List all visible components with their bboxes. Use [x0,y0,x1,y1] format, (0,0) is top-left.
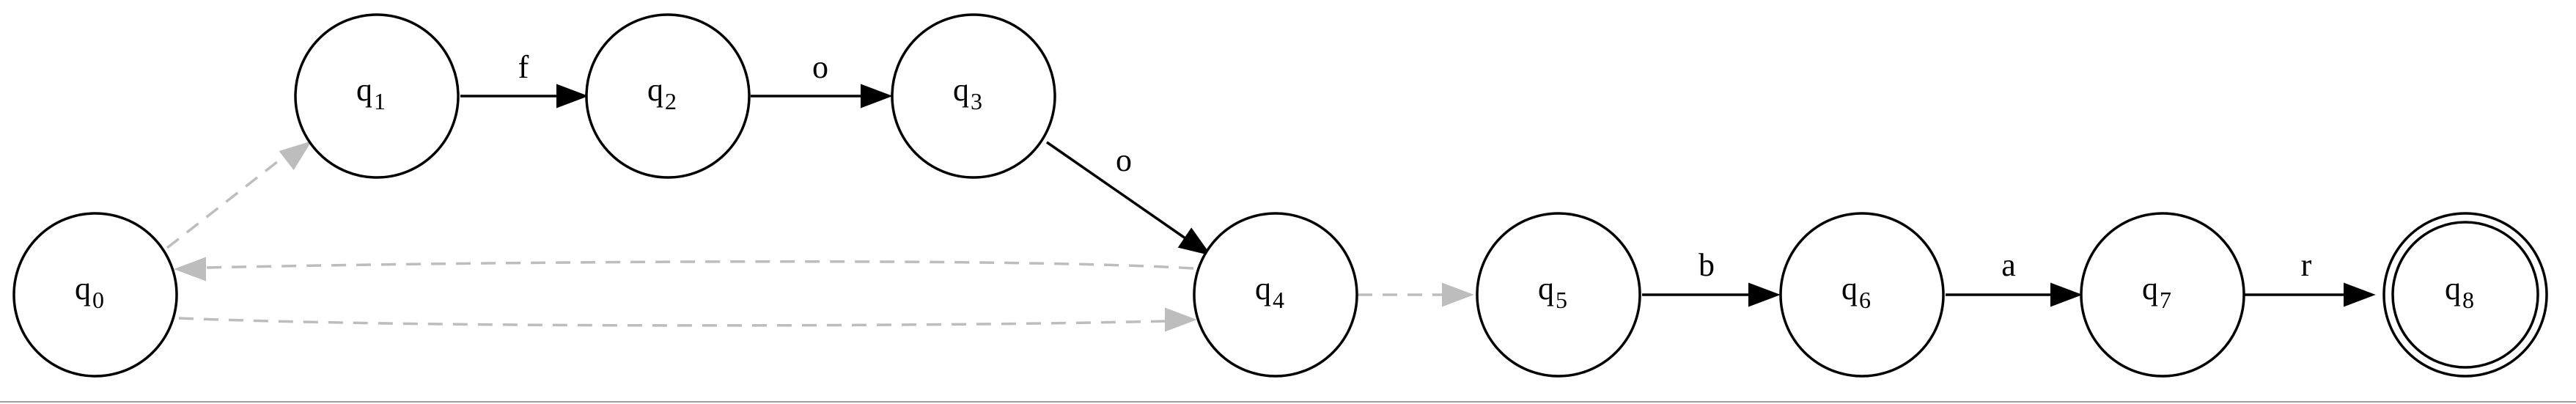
arrowhead-q2-q3 [861,85,891,107]
state-q5: q5 [1477,213,1640,376]
state-q4: q4 [1194,213,1357,376]
arrowhead-q6-q7 [2051,284,2080,306]
state-label-subscript: 3 [971,88,982,114]
arrowhead-q4-q5 [1443,284,1472,306]
edge-label-q1-q2: f [518,49,529,85]
edge-label-q6-q7: a [2001,247,2016,283]
arrowhead-q0-q1 [280,142,310,169]
state-q6: q6 [1781,213,1943,376]
state-label-base: q [953,72,969,108]
arrowhead-q4-q0 [176,258,205,280]
state-q1: q1 [295,15,458,177]
state-q2: q2 [586,15,749,177]
edge-label-q5-q6: b [1699,247,1715,283]
state-label-subscript: 7 [2160,287,2171,313]
state-label-subscript: 4 [1273,287,1284,313]
state-q3: q3 [892,15,1055,177]
edge-label-q7-q8: r [2301,247,2312,283]
edge-q4-q0 [205,262,1193,268]
transition-labels: f o o b a r [518,49,2312,283]
state-label-base: q [1255,271,1271,306]
arrowhead-q5-q6 [1749,284,1778,306]
state-label-subscript: 2 [665,88,677,114]
state-label-base: q [2142,271,2158,306]
arrowhead-q0-q4 [1166,309,1195,331]
state-label-subscript: 5 [1556,287,1567,313]
arrowhead-q3-q4 [1179,229,1210,254]
state-label-subscript: 1 [374,88,386,114]
state-label-subscript: 6 [1859,287,1871,313]
state-label-base: q [1538,271,1554,306]
state-label-subscript: 8 [2462,287,2474,313]
arrowhead-q7-q8 [2344,284,2374,306]
edge-label-q2-q3: o [812,49,828,85]
state-q0: q0 [14,213,177,376]
state-q8: q8 [2384,213,2547,376]
state-label-base: q [1841,271,1858,306]
state-label-base: q [75,271,91,306]
edge-label-q3-q4: o [1116,142,1132,178]
edge-q0-q1 [167,154,287,248]
state-label-base: q [356,72,372,108]
state-label-base: q [2445,271,2461,306]
arrowhead-q1-q2 [557,85,586,107]
state-label-subscript: 0 [92,287,104,313]
state-label-base: q [647,72,663,108]
state-q7: q7 [2081,213,2244,376]
edge-q0-q4 [179,318,1166,326]
